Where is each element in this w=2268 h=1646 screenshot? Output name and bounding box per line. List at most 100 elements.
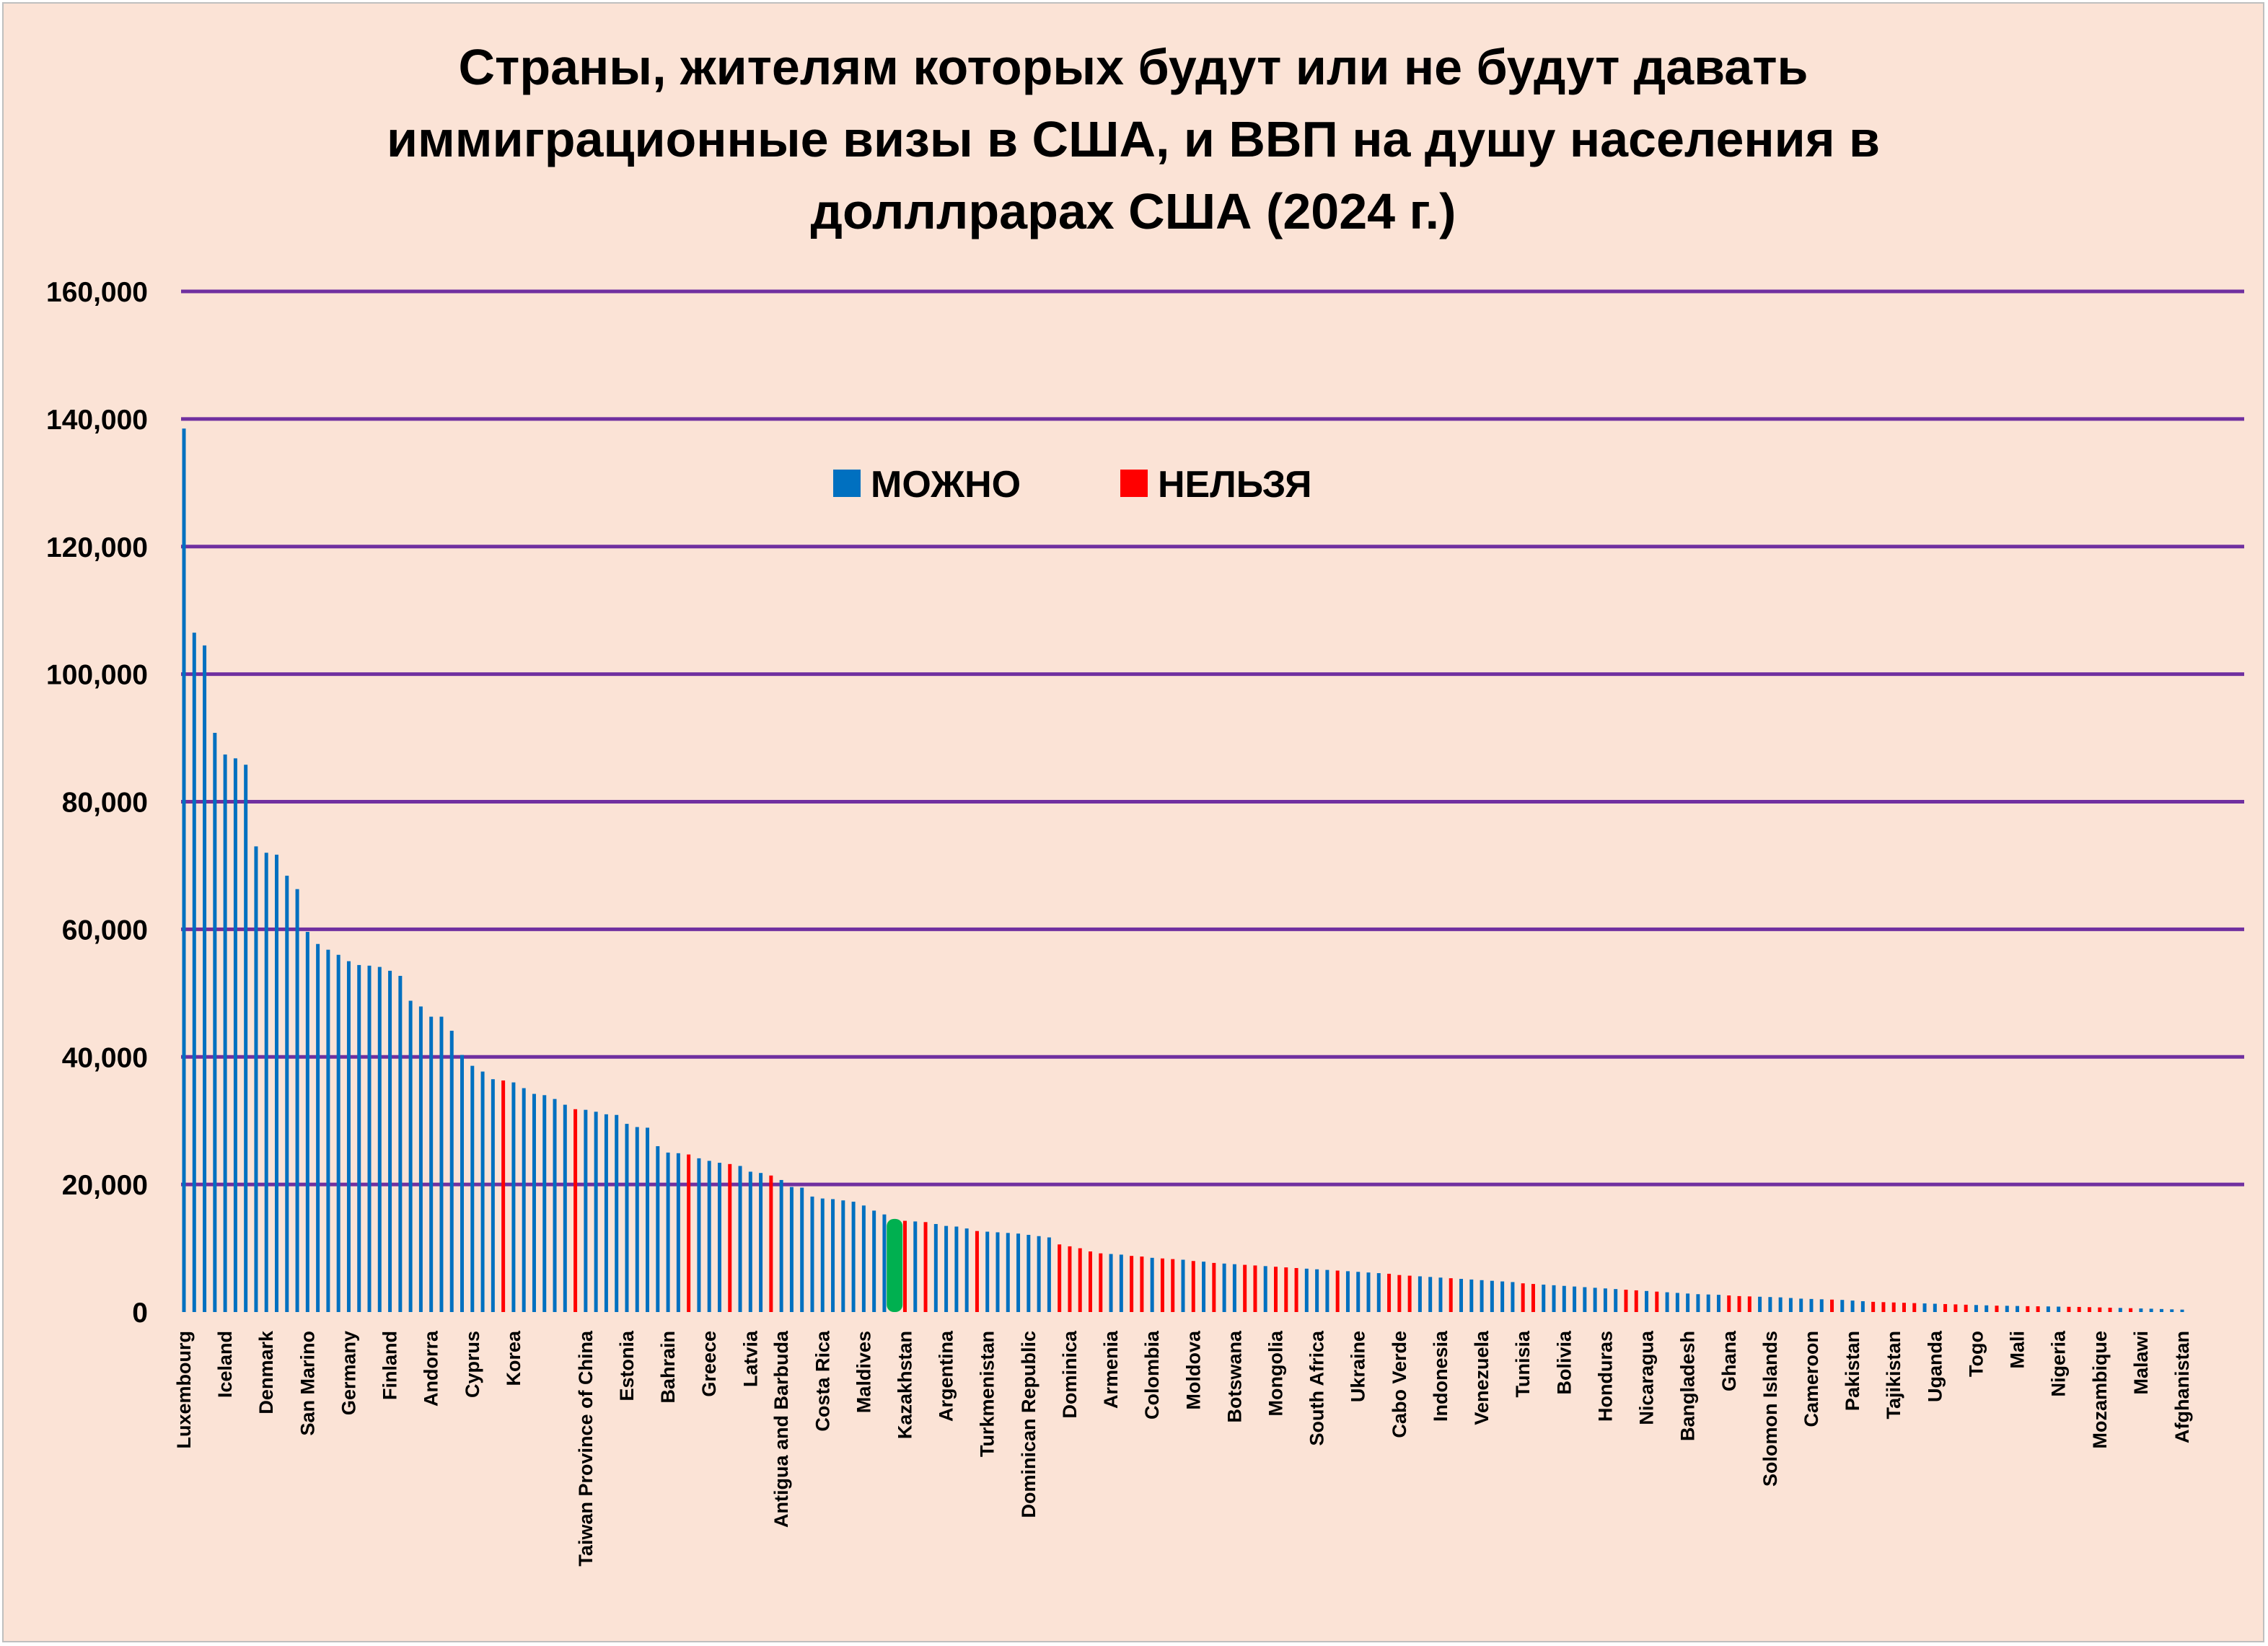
bar [1438, 1277, 1443, 1312]
bar [1747, 1296, 1751, 1312]
bar [923, 1222, 928, 1312]
y-tick-label: 140,000 [46, 405, 148, 436]
bar [1912, 1303, 1917, 1312]
bar [1366, 1272, 1371, 1312]
bar [1552, 1285, 1556, 1312]
bar [1356, 1272, 1361, 1312]
bar [254, 846, 258, 1312]
bar [666, 1152, 670, 1312]
bar [480, 1071, 485, 1312]
bar [1078, 1248, 1082, 1312]
x-tick-label: Nigeria [2048, 1330, 2070, 1397]
x-tick-label: Colombia [1141, 1330, 1163, 1420]
bar [831, 1199, 835, 1312]
bar [2036, 1306, 2040, 1312]
bar [944, 1225, 949, 1312]
y-tick-label: 40,000 [62, 1042, 148, 1073]
bar [1119, 1254, 1123, 1312]
x-tick-label: Bangladesh [1677, 1331, 1699, 1441]
bar [810, 1196, 814, 1312]
bar [573, 1109, 578, 1312]
bar [1459, 1279, 1464, 1312]
bar [1696, 1294, 1700, 1312]
x-tick-label: Indonesia [1430, 1330, 1451, 1422]
legend-label-allowed: МОЖНО [871, 464, 1021, 506]
bar [1047, 1237, 1051, 1312]
bar [861, 1205, 866, 1312]
bar [1058, 1244, 1062, 1312]
bar [1902, 1303, 1906, 1312]
bar [697, 1158, 701, 1312]
bar [975, 1231, 979, 1312]
bar [2005, 1306, 2009, 1312]
bar [429, 1016, 434, 1312]
bar [872, 1210, 876, 1312]
bar [902, 1220, 907, 1312]
bar [449, 1030, 454, 1312]
bar [1531, 1284, 1535, 1312]
bar [1171, 1259, 1175, 1312]
bar [2159, 1308, 2163, 1312]
y-tick-label: 0 [132, 1298, 148, 1329]
bar [2098, 1307, 2102, 1312]
bar [717, 1163, 721, 1312]
x-tick-label: South Africa [1306, 1330, 1328, 1445]
bar [2026, 1306, 2030, 1312]
bar [995, 1232, 1000, 1312]
bar [1891, 1302, 1896, 1312]
bar [1130, 1256, 1134, 1312]
bar [553, 1099, 557, 1312]
bar [244, 765, 248, 1312]
bar [913, 1221, 918, 1312]
bar [1428, 1277, 1433, 1312]
bar [1840, 1300, 1845, 1312]
bar [213, 732, 217, 1312]
bar [182, 428, 186, 1312]
bar [1397, 1275, 1402, 1312]
bar [1850, 1300, 1855, 1312]
bar [346, 961, 351, 1312]
bar [2180, 1309, 2184, 1312]
bar [1263, 1266, 1267, 1312]
bar [1490, 1280, 1494, 1312]
bar [233, 758, 237, 1312]
bar [2108, 1307, 2112, 1312]
bar [1603, 1288, 1607, 1312]
bar [615, 1114, 619, 1312]
bar [1315, 1269, 1319, 1312]
bar [1778, 1297, 1783, 1312]
bar [1583, 1287, 1587, 1312]
bar [1809, 1298, 1814, 1312]
bar [1737, 1295, 1741, 1312]
bar [1150, 1257, 1154, 1312]
bar [1449, 1278, 1453, 1312]
x-tick-label: Tajikistan [1883, 1331, 1904, 1420]
x-tick-label: Venezuela [1471, 1330, 1493, 1425]
bar [1573, 1286, 1577, 1312]
bar [203, 645, 207, 1312]
bar [820, 1198, 825, 1312]
bar [1665, 1292, 1669, 1312]
bar [1860, 1300, 1865, 1312]
x-tick-label: Greece [698, 1331, 720, 1397]
bar [326, 949, 330, 1312]
y-tick-label: 80,000 [62, 788, 148, 819]
x-tick-label: Honduras [1594, 1331, 1616, 1422]
bar [1614, 1289, 1618, 1312]
x-tick-label: Latvia [739, 1330, 761, 1387]
bar [491, 1079, 495, 1312]
bar [2087, 1307, 2091, 1312]
bar [1407, 1275, 1412, 1312]
bar [542, 1095, 547, 1312]
bar [2118, 1308, 2122, 1312]
bar [1274, 1267, 1278, 1312]
bar [1212, 1262, 1216, 1312]
bar [2067, 1306, 2071, 1312]
bar [1953, 1304, 1958, 1312]
bar [511, 1082, 516, 1312]
bar [851, 1202, 856, 1312]
bar [1799, 1298, 1803, 1312]
bar [1964, 1304, 1968, 1312]
bar [1706, 1294, 1710, 1312]
x-tick-label: Mozambique [2089, 1331, 2111, 1449]
